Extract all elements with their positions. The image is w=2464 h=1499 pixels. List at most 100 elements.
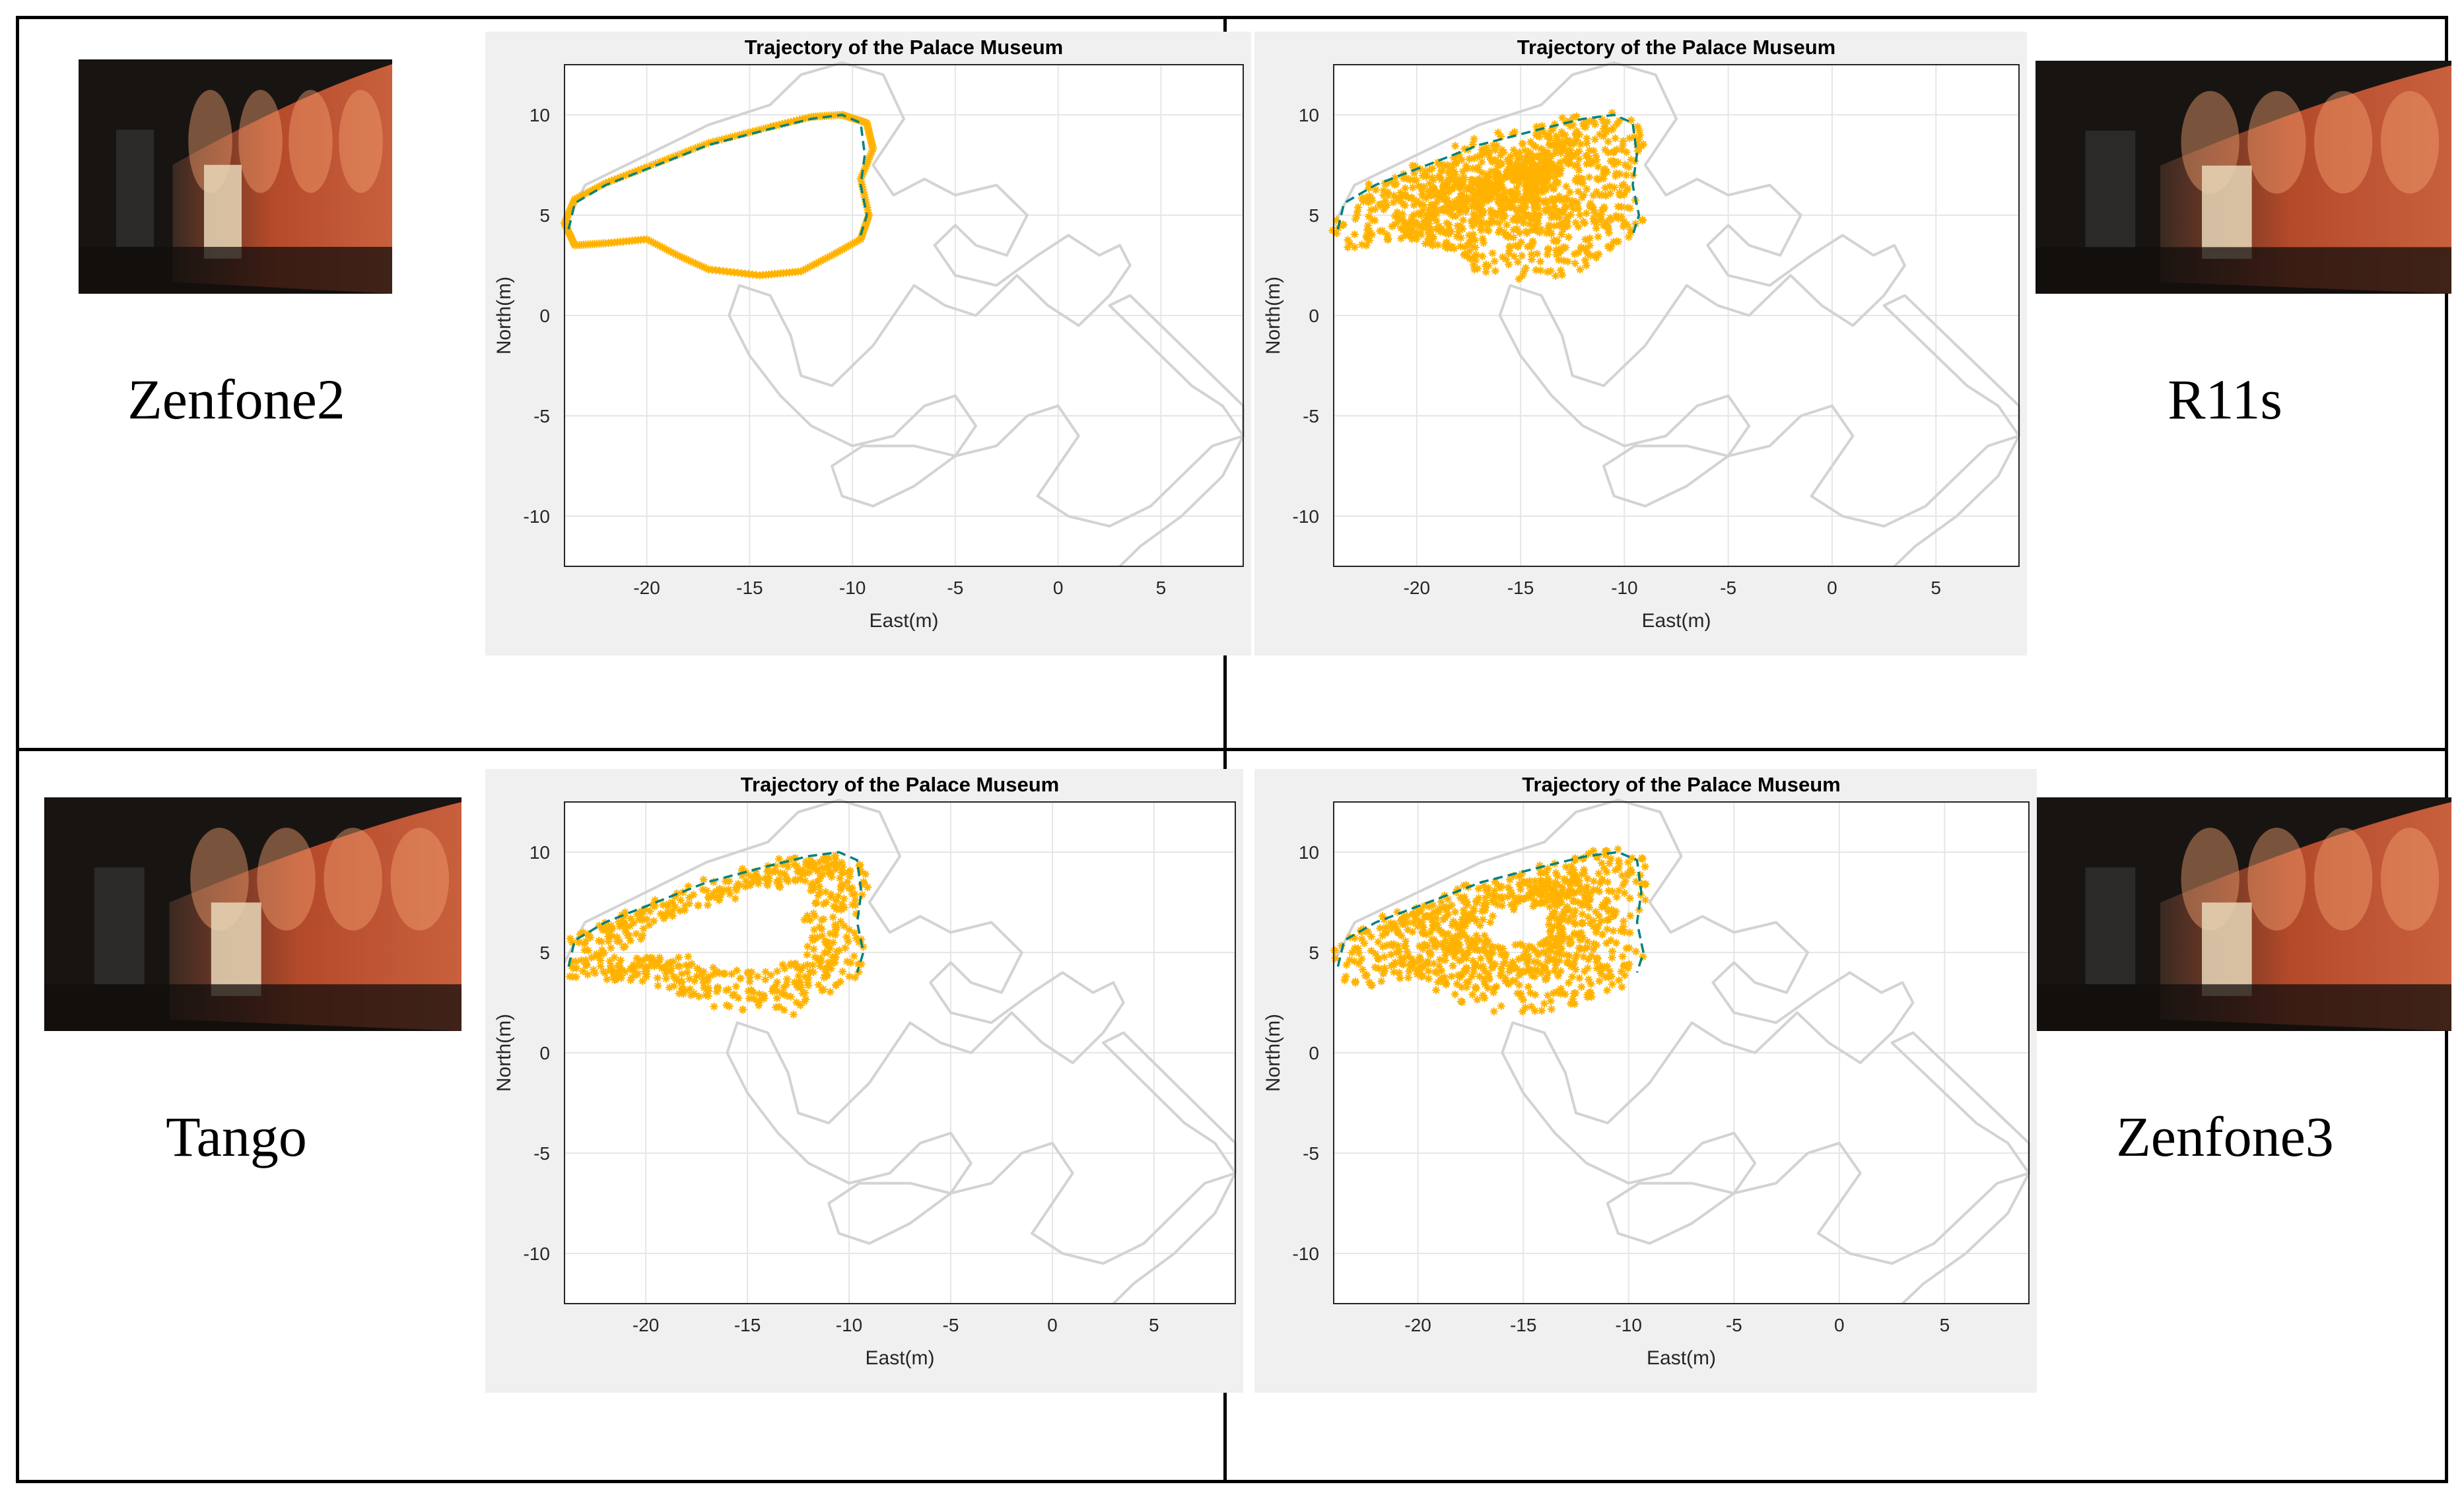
estimate-marker [1509, 146, 1518, 154]
estimate-marker [1534, 211, 1543, 219]
estimate-marker [1602, 217, 1611, 226]
estimate-marker [700, 141, 708, 149]
estimate-marker [1533, 188, 1542, 197]
estimate-marker [1609, 238, 1618, 246]
x-tick-label: 0 [1834, 1315, 1845, 1335]
estimate-marker [603, 975, 611, 983]
estimate-marker [1501, 974, 1509, 982]
estimate-marker [1490, 886, 1499, 895]
estimate-marker [796, 966, 805, 975]
estimate-marker [1569, 959, 1578, 968]
estimate-marker [846, 958, 855, 967]
estimate-marker [1573, 950, 1581, 959]
estimate-marker [1515, 228, 1524, 237]
estimate-marker [1523, 190, 1531, 199]
estimate-marker [1421, 172, 1430, 181]
estimate-marker [584, 930, 592, 939]
estimate-marker [1604, 908, 1613, 916]
estimate-marker [1351, 944, 1359, 952]
estimate-marker [1390, 212, 1399, 220]
estimate-marker [1408, 235, 1416, 244]
x-tick-label: -20 [1404, 1315, 1431, 1335]
estimate-marker [1549, 935, 1557, 943]
estimate-marker [646, 907, 654, 916]
estimate-marker [1460, 893, 1468, 902]
estimate-marker [704, 972, 713, 981]
estimate-marker [671, 902, 679, 911]
estimate-marker [1579, 855, 1587, 863]
estimate-marker [1522, 186, 1530, 195]
estimate-marker [691, 259, 700, 267]
estimate-marker [1505, 260, 1513, 269]
estimate-marker [1618, 145, 1626, 154]
estimate-marker [1610, 911, 1618, 919]
estimate-marker [751, 867, 760, 876]
estimate-marker [1398, 960, 1406, 968]
estimate-marker [656, 956, 664, 964]
estimate-marker [1565, 952, 1573, 960]
estimate-marker [752, 872, 761, 881]
estimate-marker [864, 158, 872, 166]
estimate-marker [1530, 947, 1539, 955]
estimate-marker [607, 944, 615, 952]
estimate-marker [1453, 885, 1462, 894]
estimate-marker [1390, 180, 1399, 189]
estimate-marker [1546, 997, 1555, 1005]
estimate-marker [1350, 934, 1359, 943]
estimate-marker [627, 914, 635, 923]
estimate-marker [621, 968, 629, 976]
estimate-marker [1531, 194, 1540, 203]
estimate-marker [1458, 921, 1467, 929]
estimate-marker [582, 937, 590, 945]
estimate-marker [1496, 151, 1505, 160]
estimate-marker [1503, 155, 1512, 164]
estimate-marker [1420, 902, 1428, 910]
estimate-marker [1498, 901, 1507, 910]
estimate-marker [1491, 175, 1500, 183]
estimate-marker [1391, 958, 1400, 967]
estimate-marker [819, 870, 827, 879]
y-tick-label: 5 [539, 205, 550, 226]
estimate-marker [1575, 933, 1584, 942]
estimate-marker [1431, 943, 1440, 951]
estimate-marker [1348, 949, 1356, 957]
estimate-marker [816, 888, 825, 896]
estimate-marker [1515, 872, 1524, 881]
estimate-marker [1538, 188, 1547, 197]
estimate-marker [1567, 201, 1575, 210]
estimate-marker [660, 914, 668, 923]
estimate-marker [738, 1005, 747, 1014]
estimate-marker [1447, 166, 1455, 174]
estimate-marker [1526, 989, 1535, 997]
estimate-marker [838, 900, 846, 908]
estimate-marker [1521, 197, 1530, 205]
estimate-marker [1458, 970, 1466, 979]
estimate-marker [1620, 917, 1628, 925]
estimate-marker [1402, 231, 1410, 240]
x-axis-label: East(m) [1647, 1347, 1716, 1369]
estimate-marker [810, 260, 819, 269]
estimate-marker [1525, 877, 1534, 885]
estimate-marker [792, 861, 801, 870]
estimate-marker [1379, 969, 1388, 978]
estimate-marker [1433, 158, 1442, 167]
estimate-marker [1622, 148, 1631, 156]
estimate-marker [674, 953, 683, 962]
estimate-marker [1359, 197, 1368, 206]
estimate-marker [1468, 164, 1477, 173]
estimate-marker [691, 144, 700, 152]
estimate-marker [1358, 966, 1367, 974]
estimate-marker [1560, 156, 1569, 165]
estimate-marker [1408, 927, 1417, 936]
estimate-marker [598, 946, 606, 954]
estimate-marker [1603, 986, 1612, 995]
estimate-marker [1350, 230, 1359, 239]
estimate-marker [1530, 889, 1539, 898]
museum-photo-tango [44, 797, 462, 1031]
museum-exhibit-photo [2036, 61, 2451, 294]
estimate-marker [604, 178, 613, 186]
estimate-marker [1528, 884, 1537, 893]
estimate-marker [1550, 222, 1558, 230]
y-tick-label: 0 [1309, 306, 1319, 326]
estimate-marker [1363, 221, 1372, 230]
